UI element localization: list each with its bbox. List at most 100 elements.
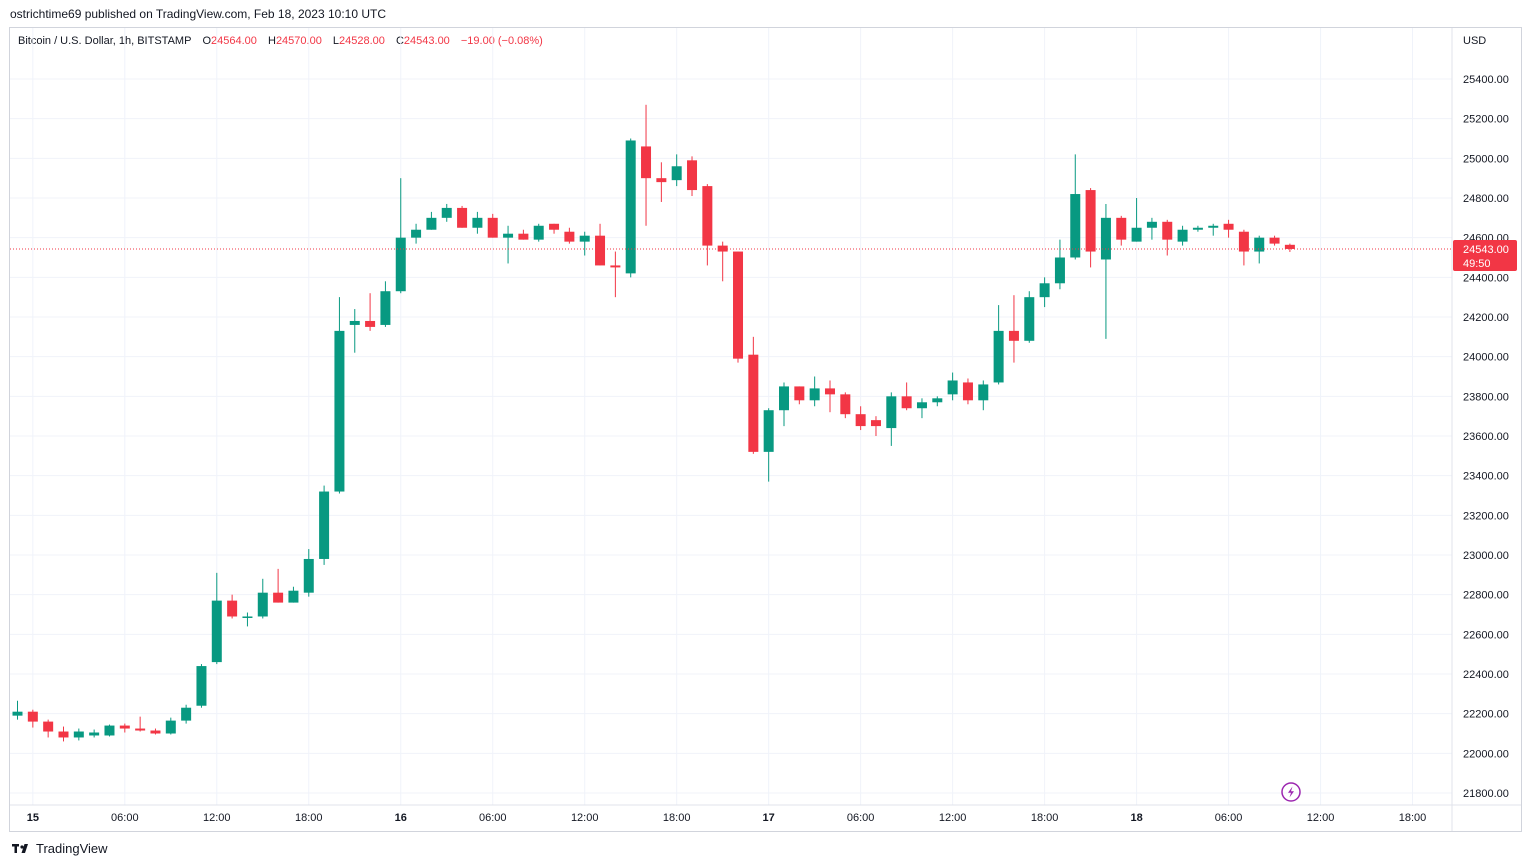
candle[interactable]	[916, 398, 927, 419]
candle[interactable]	[1116, 215, 1127, 246]
candle[interactable]	[702, 184, 713, 266]
candle[interactable]	[426, 211, 437, 230]
time-axis[interactable]: 15 06:00 12:00 18:00 16 06:00 12:00 18:00 17 06:0…	[27, 812, 1427, 824]
candle[interactable]	[947, 372, 958, 401]
candle[interactable]	[641, 104, 652, 226]
candle[interactable]	[656, 162, 667, 202]
candle[interactable]	[610, 251, 621, 298]
candles[interactable]	[12, 104, 1295, 742]
candle[interactable]	[763, 408, 774, 482]
candle[interactable]	[1177, 225, 1188, 246]
candle[interactable]	[671, 154, 682, 187]
candle[interactable]	[962, 378, 973, 405]
candle[interactable]	[487, 213, 498, 238]
candle[interactable]	[227, 594, 238, 619]
candle[interactable]	[1054, 239, 1065, 290]
candle[interactable]	[932, 396, 943, 407]
candle[interactable]	[273, 568, 284, 603]
candle[interactable]	[1254, 235, 1265, 264]
candle[interactable]	[1146, 217, 1157, 240]
candle[interactable]	[748, 336, 759, 454]
candle[interactable]	[579, 231, 590, 256]
currency-label: USD	[1463, 35, 1486, 47]
candle[interactable]	[1162, 219, 1173, 256]
candle[interactable]	[794, 386, 805, 405]
candle[interactable]	[1070, 154, 1081, 260]
high-value: 24570.00	[275, 35, 322, 47]
candle[interactable]	[472, 211, 483, 234]
candle[interactable]	[901, 382, 912, 411]
candle[interactable]	[349, 309, 360, 353]
candle[interactable]	[549, 223, 560, 234]
candle[interactable]	[717, 241, 728, 282]
flash-icon[interactable]	[1281, 782, 1301, 802]
candle[interactable]	[334, 297, 345, 494]
candle[interactable]	[441, 203, 452, 222]
candle[interactable]	[564, 227, 575, 244]
time-tick-label: 12:00	[203, 812, 231, 824]
candle[interactable]	[319, 485, 330, 565]
candle[interactable]	[365, 293, 376, 331]
candle-body	[763, 410, 774, 452]
candle[interactable]	[1238, 229, 1249, 266]
candle[interactable]	[1284, 243, 1295, 252]
candle[interactable]	[257, 578, 268, 619]
candle[interactable]	[855, 406, 866, 431]
candle[interactable]	[1100, 203, 1111, 339]
candle[interactable]	[395, 178, 406, 294]
candle[interactable]	[687, 156, 698, 197]
candle[interactable]	[533, 223, 544, 242]
candle[interactable]	[27, 709, 38, 728]
candle[interactable]	[1192, 225, 1203, 232]
candle[interactable]	[779, 382, 789, 427]
candle[interactable]	[1269, 235, 1280, 246]
candle[interactable]	[380, 281, 391, 327]
candle[interactable]	[58, 726, 69, 742]
candle[interactable]	[411, 223, 422, 244]
candle[interactable]	[12, 700, 23, 720]
candle[interactable]	[993, 305, 1004, 385]
candle-body	[779, 386, 789, 411]
symbol-description[interactable]: Bitcoin / U.S. Dollar, 1h, BITSTAMP	[18, 35, 192, 47]
time-tick-label: 06:00	[847, 812, 875, 824]
candle[interactable]	[181, 704, 192, 724]
candle[interactable]	[625, 138, 636, 278]
candle[interactable]	[1008, 295, 1019, 363]
candle[interactable]	[518, 229, 529, 240]
candle[interactable]	[165, 717, 176, 735]
open-value: 24564.00	[211, 35, 257, 47]
candle[interactable]	[242, 612, 253, 627]
candle[interactable]	[288, 586, 299, 603]
candle[interactable]	[89, 729, 100, 738]
candle[interactable]	[1085, 188, 1096, 268]
candle[interactable]	[503, 225, 514, 264]
candle[interactable]	[303, 549, 314, 597]
candle[interactable]	[1039, 277, 1050, 308]
candle[interactable]	[196, 664, 207, 708]
candle[interactable]	[211, 572, 222, 665]
candle[interactable]	[119, 723, 130, 733]
candle[interactable]	[457, 205, 468, 228]
candle[interactable]	[840, 392, 851, 419]
candle[interactable]	[104, 724, 115, 737]
candle[interactable]	[1024, 291, 1035, 343]
candle[interactable]	[1223, 219, 1234, 238]
candle[interactable]	[73, 728, 84, 741]
candle[interactable]	[1208, 223, 1219, 236]
candle[interactable]	[870, 416, 881, 436]
candle[interactable]	[809, 376, 820, 407]
candle[interactable]	[135, 716, 146, 732]
candle[interactable]	[43, 719, 54, 738]
candle[interactable]	[733, 251, 744, 363]
time-tick-label: 12:00	[1307, 812, 1335, 824]
chart-frame	[9, 27, 1522, 832]
candle[interactable]	[150, 728, 161, 735]
price-axis[interactable]: USD 21800.00 22000.00 22200.00 22400.00 2260…	[1463, 35, 1509, 800]
candle[interactable]	[978, 380, 989, 411]
candle[interactable]	[886, 392, 897, 446]
candle[interactable]	[595, 223, 606, 266]
candle-body	[1146, 221, 1157, 228]
candle[interactable]	[1131, 198, 1142, 242]
candle[interactable]	[824, 380, 835, 413]
